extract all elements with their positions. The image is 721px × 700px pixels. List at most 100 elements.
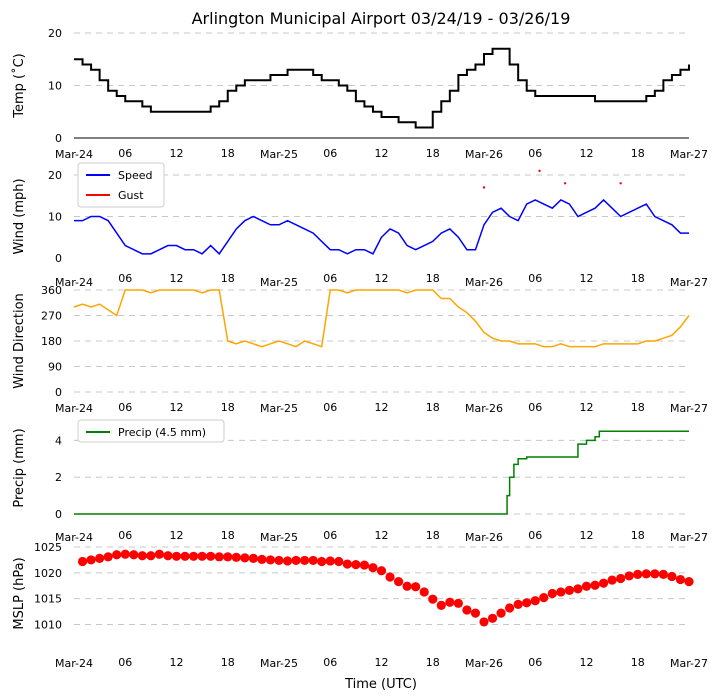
y-tick-label: 1025	[34, 541, 62, 554]
x-axis-label: Time (UTC)	[344, 677, 417, 692]
x-tick-label: 12	[170, 529, 184, 542]
x-tick-label: 06	[323, 272, 337, 285]
mslp-point	[393, 577, 404, 587]
x-tick-label: 06	[323, 529, 337, 542]
mslp-point	[385, 572, 395, 582]
mslp-point	[197, 551, 207, 561]
x-tick-label: 12	[170, 272, 184, 285]
mslp-point	[129, 550, 139, 560]
x-tick-label: 06	[118, 147, 132, 160]
x-tick-label: 18	[426, 147, 440, 160]
x-tick-label: 06	[323, 401, 337, 414]
mslp-point	[419, 587, 429, 597]
y-tick-label: 2	[55, 471, 62, 484]
mslp-point	[180, 551, 190, 561]
series-line-speed	[74, 198, 689, 256]
x-tick-label: 06	[323, 656, 337, 669]
x-tick-label: Mar-27	[670, 402, 708, 415]
mslp-point	[231, 552, 241, 562]
x-tick-label: 12	[170, 147, 184, 160]
mslp-point	[522, 598, 532, 608]
mslp-point	[265, 555, 276, 565]
panel-4: 0 2 4 Precip (mm) Mar-24 06 12 18 Mar-25 06 12 18 Ma…	[12, 419, 708, 544]
y-tick-label: 0	[55, 132, 62, 145]
x-tick-label: 18	[426, 401, 440, 414]
x-tick-label: Mar-24	[55, 148, 93, 161]
x-tick-label: 12	[580, 656, 594, 669]
y-tick-label: 20	[48, 27, 62, 40]
x-tick-label: Mar-27	[670, 531, 708, 544]
panel-3: 0 90 180 270 360 Wind Direction Mar-24 06 12 18 Ma…	[12, 284, 708, 415]
x-tick-label: 18	[631, 147, 645, 160]
mslp-point	[103, 552, 113, 562]
mslp-point	[573, 584, 583, 594]
x-tick-label: 12	[580, 272, 594, 285]
x-tick-label: Mar-24	[55, 657, 93, 670]
x-tick-label: 12	[375, 401, 389, 414]
y-tick-label: 0	[55, 386, 62, 399]
mslp-point	[359, 560, 370, 570]
y-tick-label: 0	[55, 508, 62, 521]
mslp-point	[77, 556, 88, 567]
mslp-point	[607, 575, 617, 585]
y-axis-label: Wind (mph)	[12, 178, 27, 254]
mslp-point	[539, 593, 549, 603]
y-tick-label: 10	[48, 211, 62, 224]
panel-1: 0 10 20 Temp (˚C) Mar-24 06 12 18 Mar-25 06 12 18 Ma…	[11, 27, 708, 161]
x-tick-label: Mar-24	[55, 276, 93, 289]
panel-5: 1010 1015 1020 1025 MSLP (hPa) Mar-24 06 12 18 Ma…	[12, 541, 708, 670]
gust-point	[482, 186, 486, 189]
y-tick-label: 4	[55, 434, 62, 447]
mslp-point	[154, 549, 165, 559]
mslp-point	[470, 608, 481, 618]
mslp-point	[368, 563, 378, 573]
mslp-point	[428, 594, 438, 604]
x-tick-label: 12	[375, 656, 389, 669]
x-tick-label: 18	[221, 401, 235, 414]
mslp-point	[616, 573, 626, 584]
x-tick-label: 12	[170, 656, 184, 669]
mslp-point	[658, 569, 668, 579]
mslp-point	[257, 554, 267, 565]
x-tick-label: 06	[528, 401, 542, 414]
x-tick-label: 12	[170, 401, 184, 414]
x-tick-label: 18	[426, 656, 440, 669]
series-line-panel-1	[74, 47, 690, 129]
x-tick-label: Mar-25	[260, 276, 298, 289]
mslp-point	[240, 553, 250, 563]
mslp-point	[436, 600, 446, 610]
y-axis-label: MSLP (hPa)	[12, 557, 27, 629]
mslp-point	[667, 571, 677, 582]
mslp-point	[581, 581, 592, 591]
gust-point	[563, 182, 567, 185]
x-tick-label: Mar-25	[260, 531, 298, 544]
y-tick-label: 1020	[34, 567, 62, 580]
x-tick-label: 18	[221, 147, 235, 160]
mslp-point	[624, 571, 634, 581]
x-tick-label: 18	[221, 656, 235, 669]
mslp-point	[163, 551, 173, 561]
y-tick-label: 20	[48, 169, 62, 182]
mslp-point	[86, 555, 96, 565]
mslp-point	[462, 605, 472, 615]
x-tick-label: 18	[631, 272, 645, 285]
x-tick-label: 12	[580, 401, 594, 414]
gust-point	[538, 169, 541, 173]
mslp-point	[214, 552, 224, 562]
x-tick-label: 12	[375, 147, 389, 160]
y-tick-label: 0	[55, 252, 62, 265]
mslp-point	[325, 556, 335, 566]
y-tick-label: 10	[48, 80, 62, 93]
mslp-point	[342, 559, 352, 569]
mslp-point	[547, 588, 557, 599]
x-tick-label: 18	[221, 529, 235, 542]
mslp-point	[530, 596, 540, 606]
mslp-point	[274, 555, 284, 566]
x-tick-label: Mar-25	[260, 148, 298, 161]
series-line-precip-4-5-mm-	[74, 430, 689, 515]
legend-box	[77, 419, 225, 443]
x-tick-label: Mar-24	[55, 531, 93, 544]
x-tick-label: 06	[118, 401, 132, 414]
mslp-point	[590, 580, 600, 590]
